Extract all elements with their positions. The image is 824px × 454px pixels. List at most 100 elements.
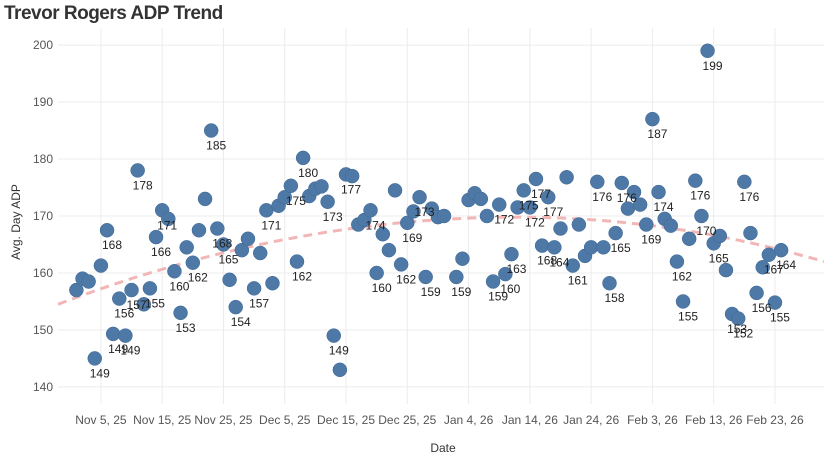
data-label: 175 [519, 198, 539, 212]
data-point [210, 221, 225, 236]
data-point [491, 197, 507, 212]
data-label: 157 [249, 296, 269, 310]
data-label: 154 [231, 315, 251, 329]
data-point [81, 274, 96, 289]
x-tick-label: Dec 25, 25 [378, 413, 436, 427]
data-point [179, 240, 194, 255]
x-tick-label: Jan 4, 26 [444, 413, 494, 427]
data-point [718, 262, 734, 278]
data-label: 176 [690, 189, 710, 203]
data-label: 178 [133, 178, 153, 192]
data-label: 161 [568, 274, 588, 288]
data-point [412, 189, 427, 205]
data-point [639, 217, 654, 232]
y-tick-label: 180 [33, 152, 53, 166]
data-point [681, 231, 697, 247]
data-label: 156 [114, 307, 134, 321]
y-tick-label: 140 [33, 380, 53, 394]
data-point [571, 217, 587, 232]
data-point [632, 197, 648, 212]
data-label: 149 [120, 344, 140, 358]
data-label: 174 [366, 218, 386, 232]
data-label: 168 [212, 237, 232, 251]
data-point [142, 281, 158, 296]
data-point [712, 228, 728, 244]
data-point [651, 184, 666, 200]
data-label: 155 [770, 311, 790, 325]
data-label: 172 [494, 213, 514, 227]
data-label: 169 [641, 233, 661, 247]
data-point [393, 257, 409, 272]
x-tick-label: Feb 23, 26 [746, 413, 804, 427]
data-label: 152 [733, 327, 753, 341]
data-label: 165 [611, 241, 631, 255]
data-point [596, 240, 611, 255]
data-label: 180 [298, 166, 318, 180]
data-label: 167 [764, 263, 784, 277]
data-label: 164 [549, 255, 569, 269]
data-label: 169 [402, 231, 422, 245]
data-point [99, 222, 115, 238]
data-point [626, 184, 642, 200]
chart-title: Trevor Rogers ADP Trend [4, 3, 223, 24]
data-label: 156 [752, 301, 772, 315]
data-point [449, 269, 464, 285]
y-axis-ticks: 140 150 160 170 180 190 200 [33, 38, 53, 394]
data-point [148, 229, 164, 245]
data-point [516, 183, 531, 198]
data-label: 175 [286, 194, 306, 208]
data-label: 185 [206, 139, 226, 153]
data-point [737, 174, 752, 190]
data-label: 155 [678, 309, 698, 323]
data-label: 159 [451, 285, 471, 299]
data-label: 162 [292, 270, 312, 284]
x-tick-label: Nov 25, 25 [194, 413, 252, 427]
data-point [418, 269, 433, 285]
data-point [283, 178, 299, 194]
data-point [602, 275, 617, 291]
data-point [332, 362, 348, 378]
data-label: 157 [127, 298, 147, 312]
data-point [240, 231, 256, 247]
y-axis-label: Avg. Day ADP [9, 184, 23, 260]
data-point [161, 211, 176, 227]
x-tick-label: Feb 3, 26 [627, 413, 678, 427]
data-point [590, 174, 605, 190]
data-point [265, 275, 280, 291]
x-tick-label: Nov 5, 25 [75, 413, 127, 427]
data-labels: 1491681491561491571781551661711601531621… [90, 59, 797, 381]
data-label: 176 [739, 190, 759, 204]
data-point [749, 285, 764, 301]
data-label: 160 [372, 281, 392, 295]
data-point [363, 203, 378, 218]
data-point [504, 246, 519, 262]
data-point [761, 247, 777, 262]
y-tick-label: 200 [33, 38, 53, 52]
data-point [663, 218, 679, 233]
data-label: 187 [647, 127, 667, 141]
data-point [136, 297, 152, 312]
data-label: 171 [157, 218, 177, 232]
data-point [730, 311, 746, 326]
data-label: 173 [323, 210, 343, 224]
data-points [69, 43, 789, 378]
data-point [295, 150, 311, 166]
data-label: 171 [261, 218, 281, 232]
data-label: 176 [617, 191, 637, 205]
data-point [559, 170, 574, 185]
data-point [387, 183, 403, 198]
data-label: 174 [654, 200, 674, 214]
data-point [547, 240, 562, 255]
data-label: 159 [421, 285, 441, 299]
x-tick-label: Jan 24, 26 [563, 413, 619, 427]
data-label: 172 [525, 215, 545, 229]
x-tick-label: Feb 13, 26 [685, 413, 743, 427]
data-label: 176 [592, 190, 612, 204]
data-label: 163 [506, 262, 526, 276]
data-point [700, 43, 715, 59]
data-point [173, 305, 188, 321]
data-point [191, 222, 207, 238]
data-label: 199 [703, 59, 723, 73]
data-label: 162 [188, 271, 208, 285]
